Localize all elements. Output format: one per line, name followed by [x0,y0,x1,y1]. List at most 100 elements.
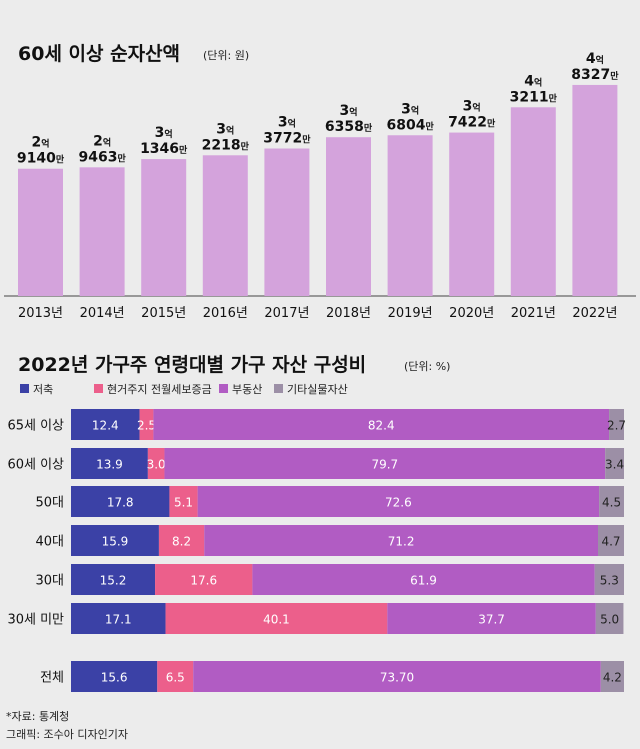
bar-label-eok: 3억 [401,101,419,117]
segment-기타실물자산 [605,448,624,479]
bar-label-eok: 3억 [339,103,357,119]
bar-label-eok: 4억 [524,73,542,89]
row-label: 40대 [35,535,64,550]
credit-note: 그래픽: 조수아 디자인기자 [6,728,129,741]
segment-부동산 [193,661,601,692]
bar-label-eok: 3억 [463,99,481,115]
bar-label-eok: 4억 [586,51,604,67]
row-label: 50대 [35,496,64,511]
legend-label: 기타실물자산 [287,383,348,396]
bar-2014년 [79,167,125,296]
segment-저축 [71,603,166,634]
segment-value-label: 15.6 [101,671,128,685]
row-label: 30세 미만 [7,613,64,628]
segment-value-label: 13.9 [96,458,123,472]
segment-저축 [71,525,159,556]
segment-value-label: 17.6 [190,574,217,588]
segment-저축 [71,564,156,595]
segment-value-label: 4.5 [602,496,621,510]
x-tick-label: 2014년 [80,306,125,321]
x-tick-label: 2021년 [511,306,556,321]
asset-composition-chart: 2022년 가구주 연령대별 가구 자산 구성비 (단위: %) 저축 현거주지 … [7,354,626,692]
legend-label: 저축 [33,383,53,396]
x-tick-label: 2020년 [449,306,494,321]
segment-기타실물자산 [599,486,624,517]
segment-현거주지 전월세보증금 [155,564,253,595]
segment-value-label: 15.2 [100,574,127,588]
segment-현거주지 전월세보증금 [165,603,388,634]
chart1-bars: 2억9140만2013년2억9463만2014년3억1346만2015년3억22… [17,51,619,321]
segment-value-label: 37.7 [478,613,505,627]
bar-2013년 [18,168,63,296]
segment-기타실물자산 [595,603,624,634]
segment-부동산 [197,486,600,517]
bar-label-man: 3772만 [263,131,311,147]
segment-저축 [71,486,170,517]
bar-label-man: 9463만 [78,149,126,165]
legend-label: 부동산 [232,383,262,396]
segment-기타실물자산 [594,564,624,595]
segment-value-label: 15.9 [102,535,129,549]
segment-부동산 [153,409,610,440]
chart2-legend: 저축 현거주지 전월세보증금 부동산 기타실물자산 [20,383,348,396]
bar-2019년 [387,135,433,296]
bar-2016년 [202,155,248,296]
bar-2018년 [326,137,371,296]
legend-swatch [274,384,283,393]
segment-value-label: 2.5 [137,419,156,433]
row-label: 65세 이상 [7,419,64,434]
bar-label-man: 2218만 [202,137,250,153]
segment-저축 [71,409,140,440]
segment-value-label: 5.0 [600,613,619,627]
segment-저축 [71,448,148,479]
segment-value-label: 12.4 [92,419,119,433]
legend-label: 현거주지 전월세보증금 [107,383,212,396]
segment-value-label: 4.2 [603,671,622,685]
bar-2017년 [264,148,310,296]
segment-value-label: 72.6 [385,496,412,510]
segment-value-label: 73.70 [380,671,414,685]
row-label: 전체 [40,671,64,686]
segment-현거주지 전월세보증금 [139,409,154,440]
segment-value-label: 40.1 [263,613,290,627]
bar-label-man: 3211만 [510,89,558,105]
chart2-rows: 65세 이상 12.4 2.5 82.4 2.7 60세 이상 13.9 3.0 79.7 3.4… [7,409,626,692]
segment-value-label: 3.0 [147,458,166,472]
bar-label-man: 9140만 [17,151,65,167]
bar-label-man: 6358만 [325,119,373,135]
segment-value-label: 5.1 [174,496,193,510]
segment-value-label: 82.4 [368,419,395,433]
segment-value-label: 4.7 [601,535,620,549]
segment-기타실물자산 [598,525,624,556]
segment-부동산 [387,603,596,634]
segment-value-label: 17.8 [107,496,134,510]
segment-value-label: 6.5 [166,671,185,685]
segment-value-label: 71.2 [388,535,415,549]
bar-2022년 [572,84,618,296]
bar-label-man: 8327만 [571,67,619,83]
segment-현거주지 전월세보증금 [158,525,205,556]
bar-label-eok: 2억 [31,135,49,151]
bar-label-man: 1346만 [140,141,188,157]
segment-value-label: 3.4 [605,458,624,472]
bar-2021년 [510,107,556,297]
segment-기타실물자산 [600,661,624,692]
segment-value-label: 5.3 [600,574,619,588]
x-tick-label: 2022년 [572,306,617,321]
bar-label-man: 7422만 [448,115,496,131]
x-tick-label: 2015년 [141,306,186,321]
bar-label-eok: 3억 [155,125,173,141]
x-tick-label: 2017년 [264,306,309,321]
bar-2015년 [141,159,187,296]
chart1-title: 60세 이상 순자산액 [18,43,180,65]
segment-부동산 [164,448,606,479]
source-note: *자료: 통계청 [6,710,70,723]
segment-저축 [71,661,158,692]
chart2-unit-note: (단위: %) [404,360,450,373]
x-tick-label: 2013년 [18,306,63,321]
bar-label-eok: 3억 [278,115,296,131]
segment-현거주지 전월세보증금 [169,486,198,517]
segment-value-label: 61.9 [410,574,437,588]
bar-label-eok: 3억 [216,121,234,137]
segment-부동산 [252,564,595,595]
